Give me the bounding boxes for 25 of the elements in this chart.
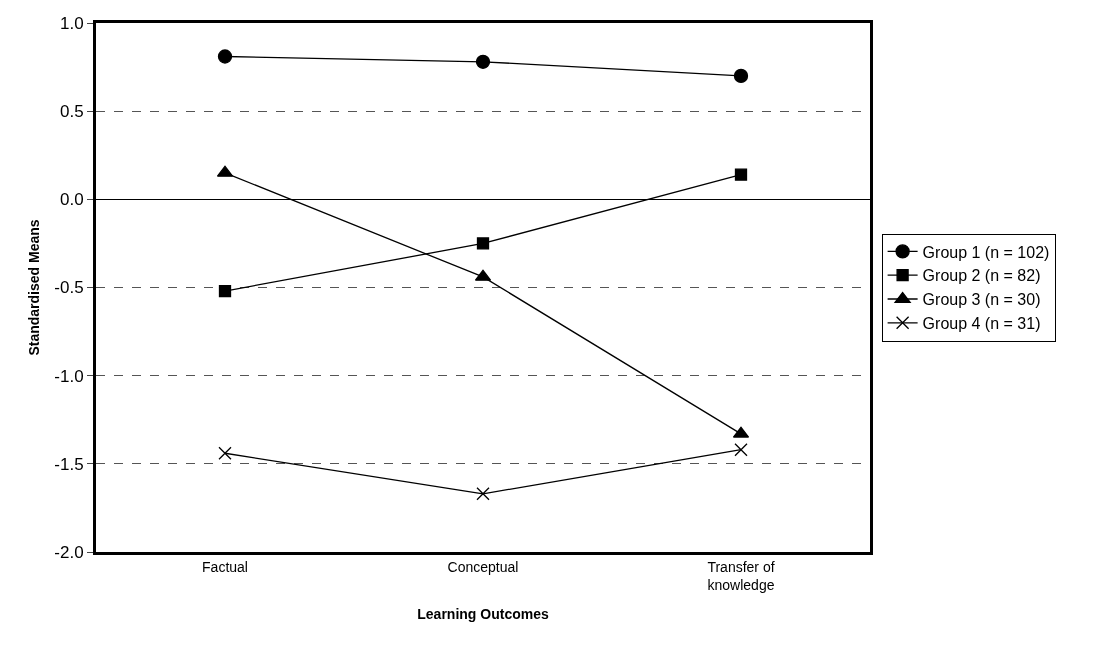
legend-label: Group 4 (n = 31) <box>922 315 1041 333</box>
point <box>217 49 233 64</box>
y-axis-title: Standardised Means <box>25 219 42 356</box>
y-tick-label: 0.0 <box>59 190 84 210</box>
point <box>218 446 232 460</box>
y-tick-label: -2.0 <box>54 542 84 562</box>
point <box>218 284 232 298</box>
y-tick-label: -1.5 <box>54 454 84 474</box>
y-tick-label: -1.0 <box>54 366 84 386</box>
point <box>475 54 491 69</box>
point <box>476 237 490 250</box>
x-tick-label: Factual <box>202 558 248 575</box>
y-tick-label: 1.0 <box>59 13 84 33</box>
x-tick-label: Transfer of knowledge <box>707 558 775 593</box>
point <box>733 68 749 84</box>
legend-label: Group 1 (n = 102) <box>922 243 1050 261</box>
y-tick-label: 0.5 <box>59 102 84 122</box>
point <box>476 487 490 501</box>
x-axis-title: Learning Outcomes <box>417 606 549 623</box>
x-tick-label: Conceptual <box>447 558 519 575</box>
point <box>734 443 748 457</box>
y-tick-label: -0.5 <box>54 278 84 298</box>
point <box>734 168 748 181</box>
legend-label: Group 2 (n = 82) <box>922 267 1041 285</box>
legend-label: Group 3 (n = 30) <box>922 291 1041 309</box>
